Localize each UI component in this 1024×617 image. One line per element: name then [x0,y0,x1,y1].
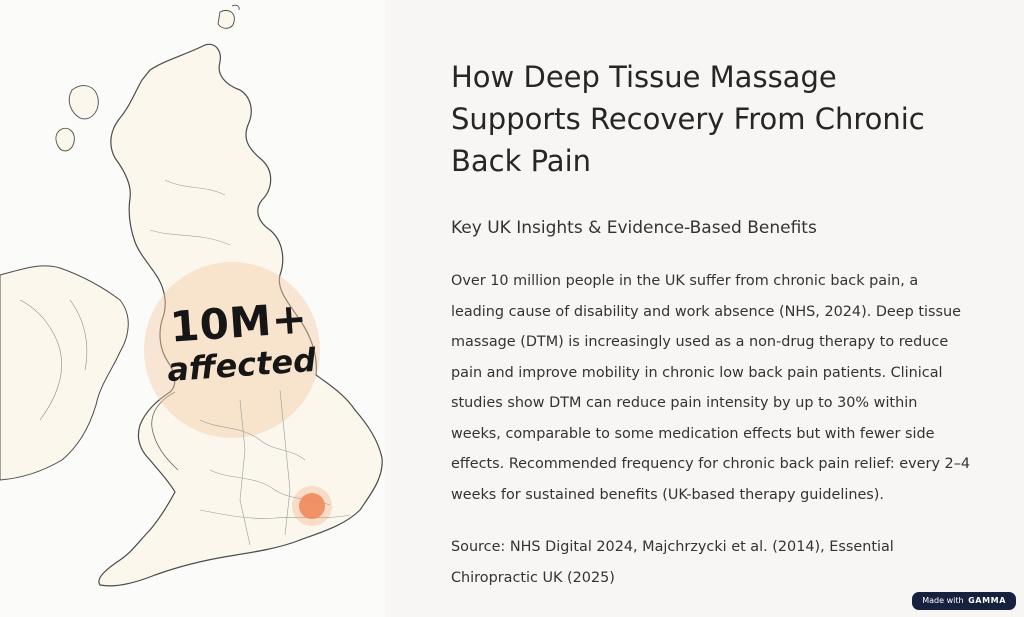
body-paragraph: Over 10 million people in the UK suffer … [451,273,971,503]
affected-callout: 10M+ affected [147,293,332,390]
page-title: How Deep Tissue Massage Supports Recover… [451,60,925,178]
source-citation: Source: NHS Digital 2024, Majchrzycki et… [451,539,894,586]
london-hotspot [299,493,325,519]
page-subtitle: Key UK Insights & Evidence-Based Benefit… [451,218,817,238]
ireland-outline [0,265,129,481]
great-britain-outline [98,43,383,587]
uk-map-illustration [0,4,383,587]
content-column: How Deep Tissue Massage Supports Recover… [451,56,971,593]
gamma-logo: GAMMA [968,596,1006,605]
badge-prefix: Made with [922,596,964,605]
map-highlight-blob [144,262,320,438]
made-with-gamma-badge[interactable]: Made with GAMMA [912,592,1016,610]
map-illustration-panel: 10M+ affected [0,0,385,617]
